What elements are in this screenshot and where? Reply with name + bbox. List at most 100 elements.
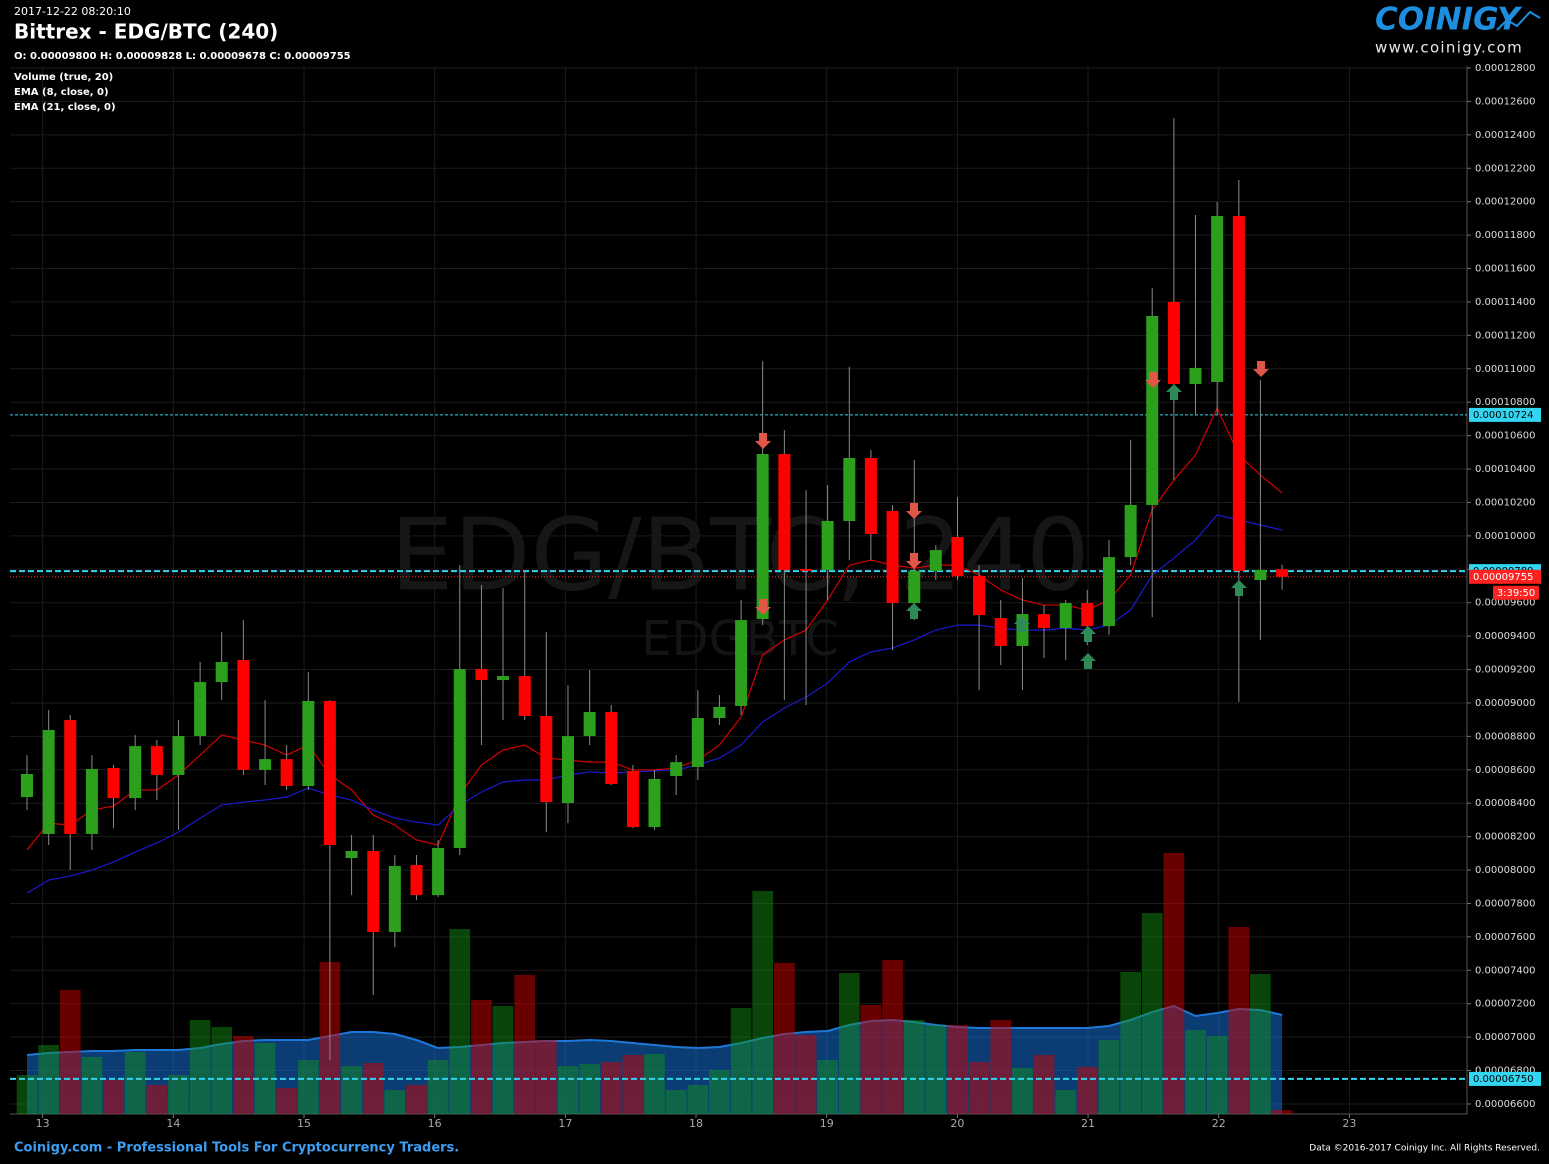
candle-body xyxy=(20,773,33,798)
y-tick-label: 0.00009200 xyxy=(1475,665,1535,676)
price-line-tag xyxy=(1469,569,1541,584)
candle-body xyxy=(540,715,553,803)
y-tick-label: 0.00012800 xyxy=(1475,63,1535,74)
y-tick-label: 0.00008400 xyxy=(1475,798,1535,809)
y-tick-label: 0.00007800 xyxy=(1475,898,1535,909)
y-tick-label: 0.00010800 xyxy=(1475,397,1535,408)
volume-bar xyxy=(1163,853,1185,1114)
candle-body xyxy=(410,865,423,896)
candle-body xyxy=(1211,216,1224,382)
candle-body xyxy=(778,453,791,570)
volume-bar xyxy=(59,990,81,1114)
volume-bar xyxy=(514,975,536,1114)
candle-body xyxy=(172,736,185,775)
candle-body xyxy=(215,662,228,683)
logo: COINIGY www.coinigy.com xyxy=(1375,2,1541,57)
candle-body xyxy=(475,669,488,681)
x-tick-label: 23 xyxy=(1342,1117,1356,1130)
volume-bar xyxy=(1012,1068,1033,1114)
candle-body xyxy=(129,746,142,799)
y-tick-label: 0.00010400 xyxy=(1475,464,1535,475)
candle-body xyxy=(821,520,834,570)
x-tick-label: 15 xyxy=(297,1117,311,1130)
volume-bar xyxy=(600,1062,622,1114)
buy-signal xyxy=(1080,626,1096,642)
x-tick-label: 21 xyxy=(1081,1117,1095,1130)
logo-url: www.coinigy.com xyxy=(1375,39,1523,57)
volume-bar xyxy=(752,891,774,1114)
candle-body xyxy=(1146,315,1159,505)
x-tick-label: 13 xyxy=(36,1117,50,1130)
volume-bar xyxy=(774,963,795,1114)
signal-markers xyxy=(755,361,1269,669)
buy-signal xyxy=(1166,384,1182,400)
candle-body xyxy=(908,570,921,604)
x-tick-label: 20 xyxy=(950,1117,964,1130)
volume-bar xyxy=(362,1063,384,1114)
chart-title: Bittrex - EDG/BTC (240) xyxy=(14,20,278,44)
volume-bar xyxy=(947,1025,968,1114)
candle-body xyxy=(302,700,315,786)
candle-body xyxy=(388,866,401,933)
candle-body xyxy=(1059,603,1072,629)
candle-body xyxy=(42,730,55,834)
x-tick-label: 16 xyxy=(428,1117,442,1130)
candle-body xyxy=(691,717,704,767)
y-tick-label: 0.00007600 xyxy=(1475,932,1535,943)
volume-bar xyxy=(492,1006,514,1114)
y-tick-label: 0.00007400 xyxy=(1475,965,1535,976)
volume-bar xyxy=(1141,913,1163,1114)
volume-bar xyxy=(341,1066,362,1114)
ohlc-readout: O: 0.00009800 H: 0.00009828 L: 0.0000967… xyxy=(14,51,351,62)
logo-name: COINIGY xyxy=(1375,2,1523,38)
volume-bar xyxy=(211,1027,233,1114)
candle-body xyxy=(323,700,336,845)
logo-icon xyxy=(1496,10,1541,31)
volume-bar xyxy=(124,1052,146,1114)
volume-bar xyxy=(665,1090,687,1114)
y-tick-label: 0.00010600 xyxy=(1475,431,1535,442)
sell-signal xyxy=(755,433,771,449)
candle-body xyxy=(561,736,574,804)
y-tick-label: 0.00007200 xyxy=(1475,999,1535,1010)
volume-bar xyxy=(1055,1090,1077,1114)
candle-body xyxy=(237,660,250,770)
y-tick-label: 0.00011600 xyxy=(1475,264,1535,275)
price-line-label: 0.00010724 xyxy=(1473,410,1533,421)
plot-area: 0.00006600 0.00006800 0.00007000 0.00007200… xyxy=(10,63,1541,1130)
y-tick-label: 0.00008600 xyxy=(1475,765,1535,776)
x-tick-label: 17 xyxy=(558,1117,572,1130)
sell-signal xyxy=(906,503,922,519)
indicator-label: EMA (21, close, 0) xyxy=(14,102,116,113)
volume-bar xyxy=(384,1090,406,1114)
buy-signal xyxy=(1014,616,1030,632)
candle-body xyxy=(973,575,986,616)
volume-bar xyxy=(427,1060,449,1114)
volume-bar xyxy=(557,1066,579,1114)
price-line-tag xyxy=(1469,1071,1541,1086)
volume-bar xyxy=(968,1062,990,1114)
candle-body xyxy=(1254,569,1267,580)
candle-body xyxy=(886,510,899,604)
volume-bar xyxy=(1185,1030,1206,1114)
volume-bar xyxy=(471,1000,492,1114)
candle-body xyxy=(1167,301,1180,384)
sell-signal xyxy=(1145,372,1161,388)
volume-bar xyxy=(622,1055,644,1114)
volume-bar xyxy=(146,1085,168,1114)
sell-signal xyxy=(755,599,771,615)
timestamp: 2017-12-22 08:20:10 xyxy=(14,5,131,18)
x-tick-label: 19 xyxy=(820,1117,834,1130)
price-line-tag xyxy=(1469,407,1541,422)
candle-body xyxy=(756,453,769,620)
candle-body xyxy=(951,537,964,576)
volume-bar xyxy=(925,1025,947,1114)
volume-bar xyxy=(990,1020,1012,1114)
y-tick-label: 0.00011000 xyxy=(1475,364,1535,375)
volume-bar xyxy=(1098,1040,1120,1114)
footer-tagline: Coinigy.com - Professional Tools For Cry… xyxy=(14,1141,459,1156)
volume-bar xyxy=(644,1054,665,1114)
candle-body xyxy=(1189,367,1202,384)
y-tick-label: 0.00011200 xyxy=(1475,330,1535,341)
